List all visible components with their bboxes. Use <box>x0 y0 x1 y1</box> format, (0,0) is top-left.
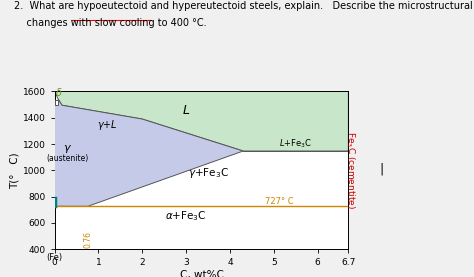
Text: $L$: $L$ <box>182 104 190 117</box>
Text: $\gamma$+$L$: $\gamma$+$L$ <box>97 118 118 132</box>
Y-axis label: Fe$_3$C (cementite): Fe$_3$C (cementite) <box>344 131 357 209</box>
Y-axis label: T(°   C): T(° C) <box>9 152 20 189</box>
Polygon shape <box>55 99 58 105</box>
Text: (austenite): (austenite) <box>46 154 89 163</box>
Polygon shape <box>55 99 243 206</box>
Text: 0.76: 0.76 <box>83 231 92 248</box>
Text: 2.  What are hypoeutectoid and hypereutectoid steels, explain.   Describe the mi: 2. What are hypoeutectoid and hypereutec… <box>14 1 473 11</box>
Text: $L$+Fe$_3$C: $L$+Fe$_3$C <box>279 137 312 150</box>
X-axis label: C, wt%C: C, wt%C <box>180 270 223 277</box>
Text: (Fe): (Fe) <box>46 253 63 261</box>
Text: |: | <box>379 163 383 175</box>
Text: $\delta$: $\delta$ <box>55 86 63 98</box>
Text: changes with slow cooling to 400 °C.: changes with slow cooling to 400 °C. <box>14 18 207 28</box>
Text: $\gamma$: $\gamma$ <box>63 143 72 155</box>
Polygon shape <box>55 91 348 151</box>
Text: 727° C: 727° C <box>265 197 294 206</box>
Text: $\gamma$+Fe$_3$C: $\gamma$+Fe$_3$C <box>188 166 228 179</box>
Text: $\alpha$+Fe$_3$C: $\alpha$+Fe$_3$C <box>165 209 207 223</box>
